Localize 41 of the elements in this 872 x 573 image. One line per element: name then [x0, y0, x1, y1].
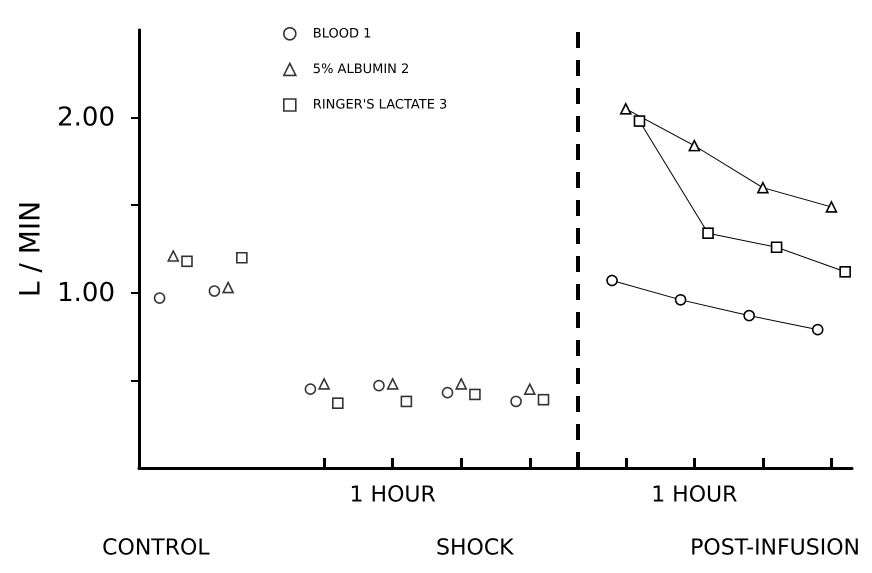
point	[304, 383, 316, 395]
point	[634, 115, 646, 127]
point	[154, 292, 166, 304]
point	[757, 182, 769, 194]
legend-label: RINGER'S LACTATE 3	[312, 98, 448, 112]
point	[812, 324, 824, 336]
point	[688, 140, 700, 152]
point	[373, 380, 385, 392]
point	[455, 378, 468, 390]
legend-label: BLOOD 1	[312, 26, 372, 42]
point	[222, 282, 234, 294]
point	[469, 388, 481, 400]
point	[167, 250, 180, 262]
x-tick-label: 1 HOUR	[651, 482, 738, 508]
point	[524, 383, 536, 395]
text: SHOCK	[436, 536, 514, 560]
point	[620, 103, 632, 115]
point	[400, 396, 412, 408]
point	[332, 397, 344, 409]
point	[839, 266, 851, 278]
point	[606, 274, 618, 286]
point	[702, 227, 714, 240]
y-tick-label: 1.00	[57, 278, 115, 308]
point	[510, 396, 522, 408]
point	[386, 378, 398, 390]
point	[318, 378, 330, 390]
point	[674, 294, 686, 306]
x-tick-label: 1 HOUR	[350, 482, 436, 508]
point	[208, 285, 220, 297]
legend-label: 5% ALBUMIN 2	[312, 62, 410, 77]
point	[743, 310, 755, 322]
y-tick-label: 2.00	[57, 102, 115, 133]
point	[538, 394, 550, 406]
point	[181, 255, 193, 268]
y-axis-title: L / MIN	[14, 200, 46, 298]
point	[236, 252, 248, 264]
point	[770, 241, 782, 254]
text: POST-INFUSION	[690, 536, 860, 560]
point	[826, 201, 838, 213]
text: CONTROL	[102, 536, 210, 560]
point	[442, 386, 454, 398]
